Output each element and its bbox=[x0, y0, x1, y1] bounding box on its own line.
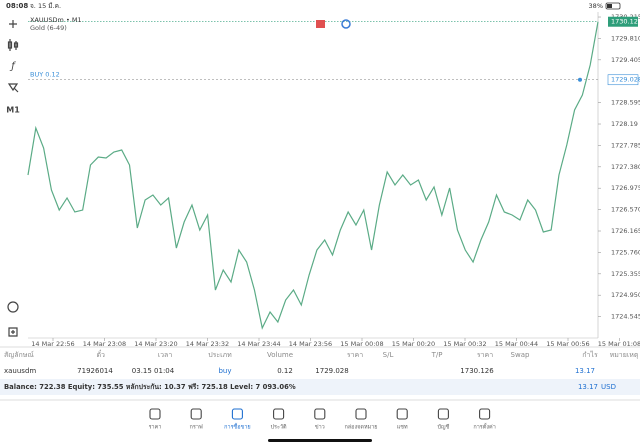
column-header: ราคา bbox=[477, 351, 493, 359]
nav-icon[interactable] bbox=[479, 408, 491, 420]
nav-icon[interactable] bbox=[355, 408, 367, 420]
column-header: หมายเหตุ bbox=[610, 351, 639, 359]
table-row[interactable]: xauusdm 71926014 03.15 01:04 buy 0.12 1729.02… bbox=[4, 367, 595, 375]
table-header: สัญลักษณ์ ตั๋ว เวลา ประเภท Volume ราคา S/L T/P ร… bbox=[4, 350, 639, 359]
nav-icon[interactable] bbox=[231, 408, 243, 420]
cell-profit: 13.17 bbox=[575, 367, 595, 375]
nav-label[interactable]: ประวัติ bbox=[271, 424, 287, 431]
indicators-tool[interactable] bbox=[7, 39, 19, 51]
y-tick-label: 1726.570 bbox=[611, 206, 640, 214]
chart-symbol: XAUUSDm • M1 bbox=[30, 16, 82, 24]
entry-marker bbox=[578, 77, 582, 82]
sell-button[interactable] bbox=[316, 20, 325, 28]
cell-time: 03.15 01:04 bbox=[132, 367, 175, 375]
y-tick-label: 1725.760 bbox=[611, 248, 640, 256]
x-tick-label: 14 Mar 22:56 bbox=[31, 340, 74, 348]
x-tick-label: 14 Mar 23:32 bbox=[186, 340, 229, 348]
timeframe-button[interactable]: M1 bbox=[6, 106, 20, 115]
nav-label[interactable]: กล่องจดหมาย bbox=[344, 425, 377, 431]
y-tick-label: 1728.595 bbox=[611, 99, 640, 107]
nav-icon[interactable] bbox=[190, 408, 202, 420]
cell-type: buy bbox=[218, 367, 231, 375]
zoom-tool[interactable] bbox=[7, 301, 19, 313]
x-tick-label: 14 Mar 23:08 bbox=[83, 340, 126, 348]
x-tick-label: 15 Mar 00:08 bbox=[340, 340, 383, 348]
bid-label-box bbox=[608, 16, 638, 27]
x-tick-label: 14 Mar 23:56 bbox=[289, 340, 332, 348]
x-tick-label: 15 Mar 00:56 bbox=[546, 340, 589, 348]
function-tool[interactable]: ƒ bbox=[9, 61, 16, 72]
y-tick-label: 1724.545 bbox=[611, 313, 640, 321]
column-header: ประเภท bbox=[208, 351, 232, 359]
position-label: BUY 0.12 bbox=[30, 71, 60, 79]
cell-symbol: xauusdm bbox=[4, 367, 36, 375]
crosshair-tool[interactable] bbox=[9, 20, 17, 28]
balance-currency: USD bbox=[601, 383, 616, 391]
chart: 1730.2151729.8101729.4051728.5951728.191… bbox=[27, 12, 640, 348]
objects-tool[interactable] bbox=[7, 83, 19, 93]
column-header: T/P bbox=[431, 351, 443, 359]
nav-label[interactable]: แชท bbox=[397, 424, 408, 431]
column-header: สัญลักษณ์ bbox=[4, 351, 34, 359]
nav-icon[interactable] bbox=[273, 408, 285, 420]
status-date: จ. 15 มี.ค. bbox=[30, 2, 61, 10]
cell-volume: 0.12 bbox=[277, 367, 293, 375]
column-header: Volume bbox=[267, 351, 293, 359]
bid-label: 1730.126 bbox=[611, 18, 640, 26]
status-time: 08:08 bbox=[6, 2, 28, 10]
column-header: กำไร bbox=[582, 350, 598, 359]
x-tick-label: 14 Mar 23:44 bbox=[237, 340, 280, 348]
add-tool[interactable] bbox=[8, 327, 18, 337]
column-header: ราคา bbox=[347, 351, 363, 359]
x-tick-label: 15 Mar 00:32 bbox=[443, 340, 486, 348]
status-battery: 38% bbox=[589, 2, 603, 10]
x-tick-label: 15 Mar 00:44 bbox=[495, 340, 538, 348]
column-header: เวลา bbox=[158, 351, 173, 359]
nav-icon[interactable] bbox=[314, 408, 326, 420]
chart-subtitle: Gold (6-49) bbox=[30, 24, 67, 32]
y-tick-label: 1727.785 bbox=[611, 141, 640, 149]
balance-bar bbox=[0, 379, 640, 395]
x-tick-label: 14 Mar 23:20 bbox=[134, 340, 177, 348]
y-tick-label: 1728.19 bbox=[611, 120, 638, 128]
y-tick-label: 1725.355 bbox=[611, 270, 640, 278]
nav-icon[interactable] bbox=[149, 408, 161, 420]
y-tick-label: 1729.810 bbox=[611, 34, 640, 42]
balance-summary: Balance: 722.38 Equity: 735.55 หลักประกั… bbox=[4, 383, 296, 391]
price-line bbox=[27, 21, 599, 330]
battery-icon bbox=[605, 2, 621, 10]
cell-open-price: 1729.028 bbox=[315, 367, 348, 375]
nav-icon[interactable] bbox=[396, 408, 408, 420]
column-header: Swap bbox=[511, 351, 530, 359]
buy-button[interactable] bbox=[341, 19, 351, 29]
y-tick-label: 1729.405 bbox=[611, 56, 640, 64]
nav-label[interactable]: กราฟ bbox=[190, 424, 203, 431]
column-header: ตั๋ว bbox=[97, 350, 106, 359]
home-indicator bbox=[268, 439, 372, 442]
position-price: 1729.028 bbox=[611, 76, 640, 84]
nav-label[interactable]: บัญชี bbox=[437, 424, 449, 431]
balance-profit: 13.17 bbox=[578, 383, 598, 391]
y-tick-label: 1727.380 bbox=[611, 163, 640, 171]
position-price-box bbox=[607, 74, 639, 86]
y-tick-label: 1726.975 bbox=[611, 184, 640, 192]
nav-label[interactable]: ข่าว bbox=[315, 425, 325, 431]
left-toolbar: ƒ M1 bbox=[6, 20, 20, 337]
battery-level bbox=[607, 4, 612, 8]
y-tick-label: 1724.950 bbox=[611, 291, 640, 299]
x-tick-label: 15 Mar 00:20 bbox=[392, 340, 435, 348]
cell-ticket: 71926014 bbox=[77, 367, 113, 375]
column-header: S/L bbox=[383, 351, 394, 359]
nav-label[interactable]: ราคา bbox=[149, 425, 162, 431]
y-tick-label: 1726.165 bbox=[611, 227, 640, 235]
nav-icon[interactable] bbox=[437, 408, 449, 420]
nav-label[interactable]: การตั้งค่า bbox=[473, 423, 495, 431]
bottom-nav: ราคา กราฟ การซื้อขาย ประวัติ ข่าว กล่องจดหมาย… bbox=[149, 408, 496, 431]
cell-price: 1730.126 bbox=[460, 367, 494, 375]
x-tick-label: 15 Mar 01:08 bbox=[598, 340, 640, 348]
nav-label[interactable]: การซื้อขาย bbox=[224, 423, 250, 431]
